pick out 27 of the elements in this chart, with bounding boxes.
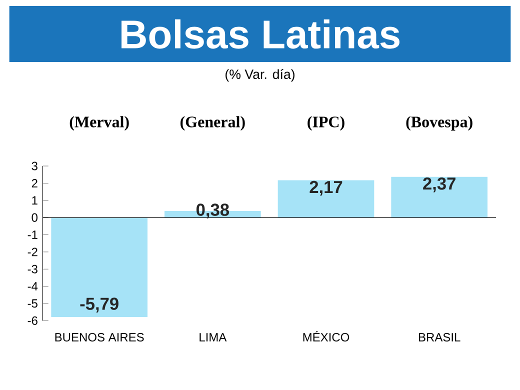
y-tick-label: -6 <box>28 316 38 325</box>
x-tick-label: BUENOS AIRES <box>55 332 144 342</box>
data-label: -5,79 <box>80 298 118 312</box>
chart-title: Bolsas Latinas <box>122 19 400 49</box>
chart-subtitle: (% Var. día) <box>226 69 294 82</box>
data-label: 0,38 <box>196 204 230 218</box>
bar <box>51 218 148 318</box>
y-tick-label: -3 <box>28 264 38 274</box>
y-tick-label: 0 <box>32 213 38 222</box>
y-tick-label: 1 <box>32 196 38 205</box>
text: (IPC) <box>308 116 344 131</box>
y-tick-label: 3 <box>32 162 38 170</box>
x-tick-label: MÉXICO <box>303 330 350 342</box>
y-tick-label: 2 <box>32 179 38 188</box>
y-tick-label: -2 <box>28 248 38 256</box>
text: (General) <box>180 116 245 131</box>
bar <box>391 176 488 218</box>
y-tick-label: -4 <box>28 282 38 290</box>
y-tick-label: -5 <box>28 299 38 308</box>
text: (Merval) <box>70 116 129 131</box>
y-tick-label: -1 <box>28 230 38 239</box>
data-label: 2,17 <box>310 180 342 196</box>
x-tick-label: LIMA <box>200 333 227 342</box>
data-label: 2,37 <box>423 177 456 192</box>
text: (Bovespa) <box>406 116 472 131</box>
bar <box>278 180 374 218</box>
x-tick-label: BRASIL <box>418 332 460 342</box>
